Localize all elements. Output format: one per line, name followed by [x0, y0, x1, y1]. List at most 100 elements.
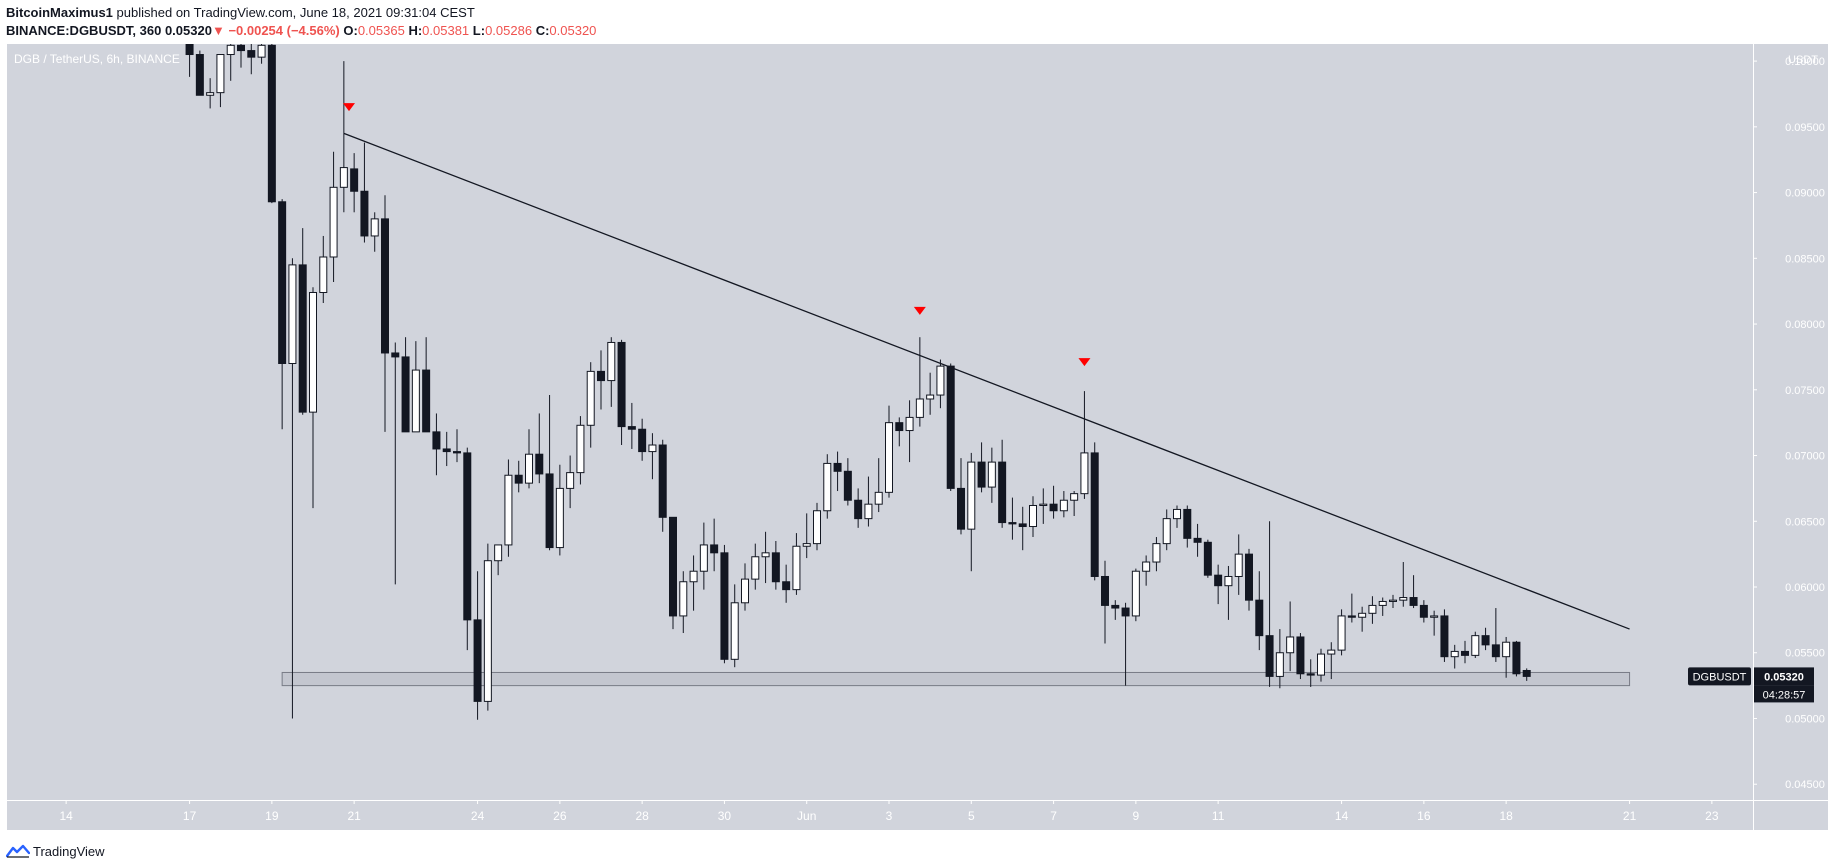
candle — [679, 571, 688, 634]
y-tick-label: 0.09500 — [1785, 122, 1825, 134]
candle — [226, 44, 235, 81]
candle-body — [463, 452, 472, 621]
candle — [741, 563, 749, 611]
author-name[interactable]: BitcoinMaximus1 — [6, 5, 113, 20]
candle-body — [1255, 599, 1264, 637]
rejection-marker-icon — [1078, 358, 1091, 367]
candle-body — [257, 44, 266, 58]
candle-body — [874, 491, 883, 505]
candle — [1399, 562, 1408, 607]
candle — [617, 339, 626, 446]
candle-body — [1090, 452, 1099, 577]
candle — [782, 564, 791, 603]
candle — [494, 544, 503, 576]
candle-body — [658, 444, 667, 518]
candle — [1039, 488, 1048, 524]
candle-body — [1502, 641, 1511, 658]
candle — [1430, 610, 1439, 636]
candle — [658, 439, 667, 532]
candle — [1347, 593, 1356, 623]
candle — [1101, 560, 1109, 644]
candle-body — [854, 499, 863, 520]
candle-body — [1461, 650, 1469, 656]
candle-body — [720, 552, 729, 660]
candle — [267, 44, 276, 204]
candle-body — [237, 44, 245, 52]
candle-body — [761, 552, 770, 558]
candle — [802, 513, 811, 559]
x-tick-label: 7 — [1050, 809, 1057, 823]
open-label: O: — [343, 23, 358, 38]
rejection-marker-icon — [343, 103, 355, 112]
candle-body — [525, 453, 533, 484]
candle-body — [915, 398, 924, 418]
candle — [648, 433, 657, 480]
candle-body — [432, 431, 441, 450]
candle-body — [1275, 652, 1284, 677]
candle-body — [689, 570, 698, 583]
price-change: −0.00254 (−4.56%) — [228, 23, 340, 38]
candle-body — [1070, 493, 1079, 501]
candle — [514, 460, 523, 493]
last-price-tag — [1754, 667, 1814, 686]
candle-body — [1522, 669, 1531, 677]
candle — [720, 544, 729, 664]
candle — [237, 44, 245, 68]
candle — [309, 287, 317, 509]
last-price-label: 0.05320 — [1764, 671, 1804, 683]
candle-body — [442, 448, 451, 453]
candle — [895, 417, 904, 447]
candle — [1214, 564, 1223, 605]
candle — [1275, 629, 1284, 689]
candle-body — [566, 472, 575, 489]
candle-body — [360, 190, 369, 237]
candle — [535, 413, 544, 484]
candle — [1440, 609, 1449, 662]
symbol-tag-label: DGBUSDT — [1693, 671, 1747, 683]
candle — [339, 61, 348, 213]
candle-body — [679, 581, 688, 617]
candle-body — [278, 201, 287, 364]
candle — [843, 458, 852, 506]
candle-body — [1327, 649, 1336, 655]
close-label: C: — [535, 23, 550, 38]
candle-body — [1471, 635, 1480, 656]
candle-body — [1131, 570, 1140, 617]
chart-title: DGB / TetherUS, 6h, BINANCE — [14, 52, 180, 66]
candle — [195, 50, 204, 96]
candle — [1049, 485, 1058, 519]
candle — [432, 413, 441, 476]
x-tick-label: 16 — [1417, 809, 1431, 823]
candle — [967, 452, 976, 572]
candle — [689, 555, 698, 611]
candle-body — [370, 218, 379, 237]
candle — [885, 405, 893, 498]
candle-body — [1286, 636, 1295, 654]
candle-body — [535, 453, 544, 475]
y-tick-label: 0.05500 — [1785, 648, 1825, 660]
candle-body — [864, 503, 873, 520]
candle-body — [627, 426, 636, 430]
candle-body — [1018, 523, 1027, 528]
candle — [1306, 659, 1315, 687]
candle-body — [751, 556, 760, 580]
candle — [566, 455, 575, 509]
candle — [1378, 597, 1387, 616]
candle — [1409, 575, 1418, 609]
candle — [1121, 602, 1130, 686]
candle — [1080, 391, 1089, 499]
candle — [278, 199, 287, 430]
candle-body — [782, 581, 791, 591]
candle — [813, 502, 821, 551]
candle — [730, 584, 739, 668]
currency-label: USDT — [1788, 54, 1818, 66]
candle — [298, 228, 307, 415]
candle — [1522, 668, 1531, 681]
candle — [1224, 565, 1233, 620]
candle — [607, 337, 616, 407]
publish-line: BitcoinMaximus1 published on TradingView… — [6, 5, 475, 20]
candle-body — [710, 544, 719, 554]
high-label: H: — [408, 23, 423, 38]
candle-body — [247, 50, 256, 58]
